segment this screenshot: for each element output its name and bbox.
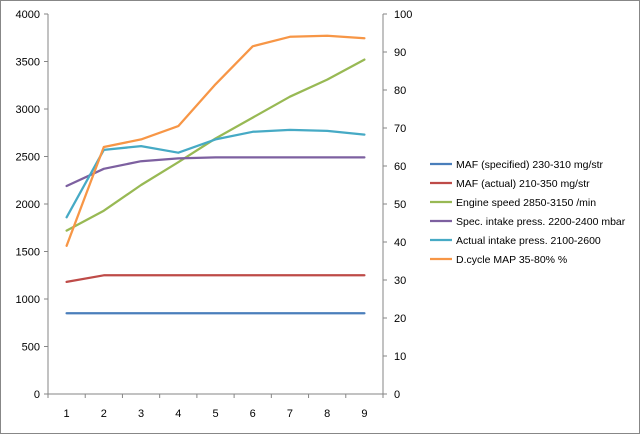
left-tick-label: 2000 [16, 199, 40, 211]
left-tick-label: 500 [22, 342, 40, 354]
legend: MAF (specified) 230-310 mg/str MAF (actua… [430, 159, 626, 266]
left-axis-ticks: 0 500 1000 1500 2000 2500 3000 3500 4000 [16, 9, 48, 401]
left-tick-label: 4000 [16, 9, 40, 21]
right-tick-label: 30 [394, 275, 406, 287]
left-tick-label: 0 [34, 389, 40, 401]
legend-label: MAF (actual) 210-350 mg/str [456, 178, 590, 190]
left-tick-label: 2500 [16, 152, 40, 164]
series-line-4 [65, 156, 366, 188]
series-line-2 [65, 274, 366, 284]
legend-label: Engine speed 2850-3150 /min [456, 197, 596, 209]
legend-label: MAF (specified) 230-310 mg/str [456, 159, 604, 171]
x-tick-label: 9 [361, 408, 367, 420]
right-tick-label: 40 [394, 237, 406, 249]
x-tick-label: 2 [101, 408, 107, 420]
left-tick-label: 1500 [16, 247, 40, 259]
x-tick-label: 3 [138, 408, 144, 420]
right-tick-label: 0 [394, 389, 400, 401]
right-tick-label: 50 [394, 199, 406, 211]
x-axis-ticks: 1 2 3 4 5 6 7 8 9 [47, 394, 384, 420]
right-tick-label: 80 [394, 85, 406, 97]
x-tick-label: 8 [324, 408, 330, 420]
left-tick-label: 3000 [16, 104, 40, 116]
series-line-6 [65, 34, 366, 247]
series-line-5 [65, 128, 366, 219]
legend-label: Spec. intake press. 2200-2400 mbar [456, 216, 626, 228]
right-tick-label: 20 [394, 313, 406, 325]
x-tick-label: 4 [175, 408, 181, 420]
series-lines [65, 34, 366, 315]
x-tick-label: 1 [64, 408, 70, 420]
x-tick-label: 5 [212, 408, 218, 420]
legend-label: D.cycle MAP 35-80% % [456, 254, 567, 266]
left-tick-label: 1000 [16, 294, 40, 306]
right-tick-label: 70 [394, 123, 406, 135]
right-tick-label: 60 [394, 161, 406, 173]
left-tick-label: 3500 [16, 57, 40, 69]
right-tick-label: 10 [394, 351, 406, 363]
right-tick-label: 100 [394, 9, 412, 21]
x-tick-label: 6 [250, 408, 256, 420]
right-axis-ticks: 0 10 20 30 40 50 60 70 80 90 100 [383, 9, 412, 401]
right-tick-label: 90 [394, 47, 406, 59]
x-tick-label: 7 [287, 408, 293, 420]
legend-label: Actual intake press. 2100-2600 [456, 235, 601, 247]
